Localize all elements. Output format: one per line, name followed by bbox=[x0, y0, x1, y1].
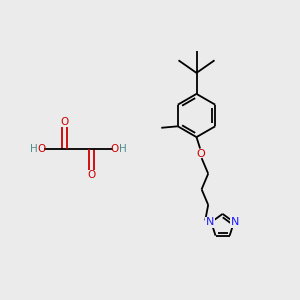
Text: O: O bbox=[60, 117, 69, 127]
Text: H: H bbox=[30, 143, 38, 154]
Text: O: O bbox=[196, 148, 206, 159]
Text: O: O bbox=[37, 143, 45, 154]
Text: O: O bbox=[87, 170, 96, 180]
Text: N: N bbox=[231, 217, 239, 227]
Text: N: N bbox=[206, 217, 214, 227]
Text: H: H bbox=[118, 143, 126, 154]
Text: O: O bbox=[111, 143, 119, 154]
